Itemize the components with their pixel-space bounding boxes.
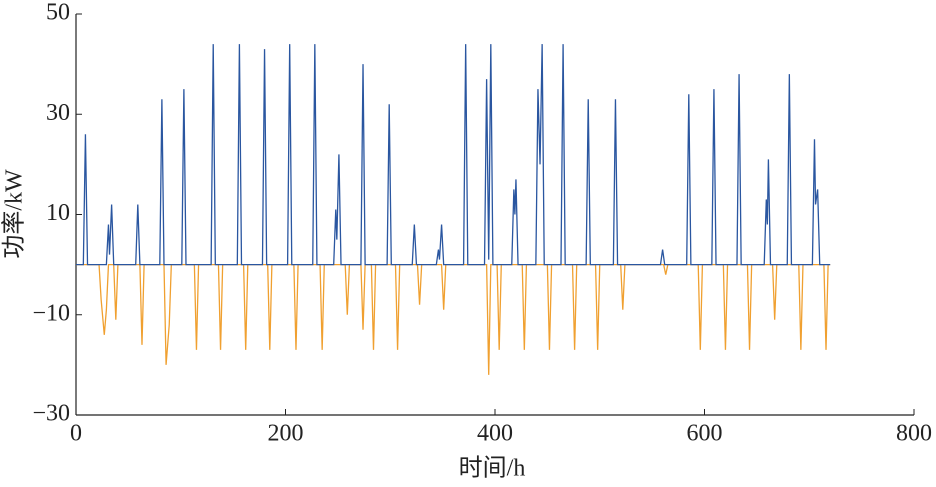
- y-tick-label: −30: [32, 401, 70, 427]
- y-tick-label: 10: [46, 200, 70, 226]
- y-tick-label: −10: [32, 300, 70, 326]
- x-axis-label: 时间/h: [459, 455, 526, 482]
- y-axis-label: 功率/kW: [1, 169, 28, 259]
- series-line: [76, 44, 831, 266]
- series-line: [76, 263, 831, 375]
- x-tick-label: 600: [687, 421, 723, 447]
- x-tick-label: 400: [477, 421, 513, 447]
- x-tick-label: 200: [268, 421, 304, 447]
- y-tick-label: 30: [46, 100, 70, 126]
- y-tick-label: 50: [46, 0, 70, 26]
- x-tick-label: 800: [896, 421, 932, 447]
- x-tick-label: 0: [70, 421, 82, 447]
